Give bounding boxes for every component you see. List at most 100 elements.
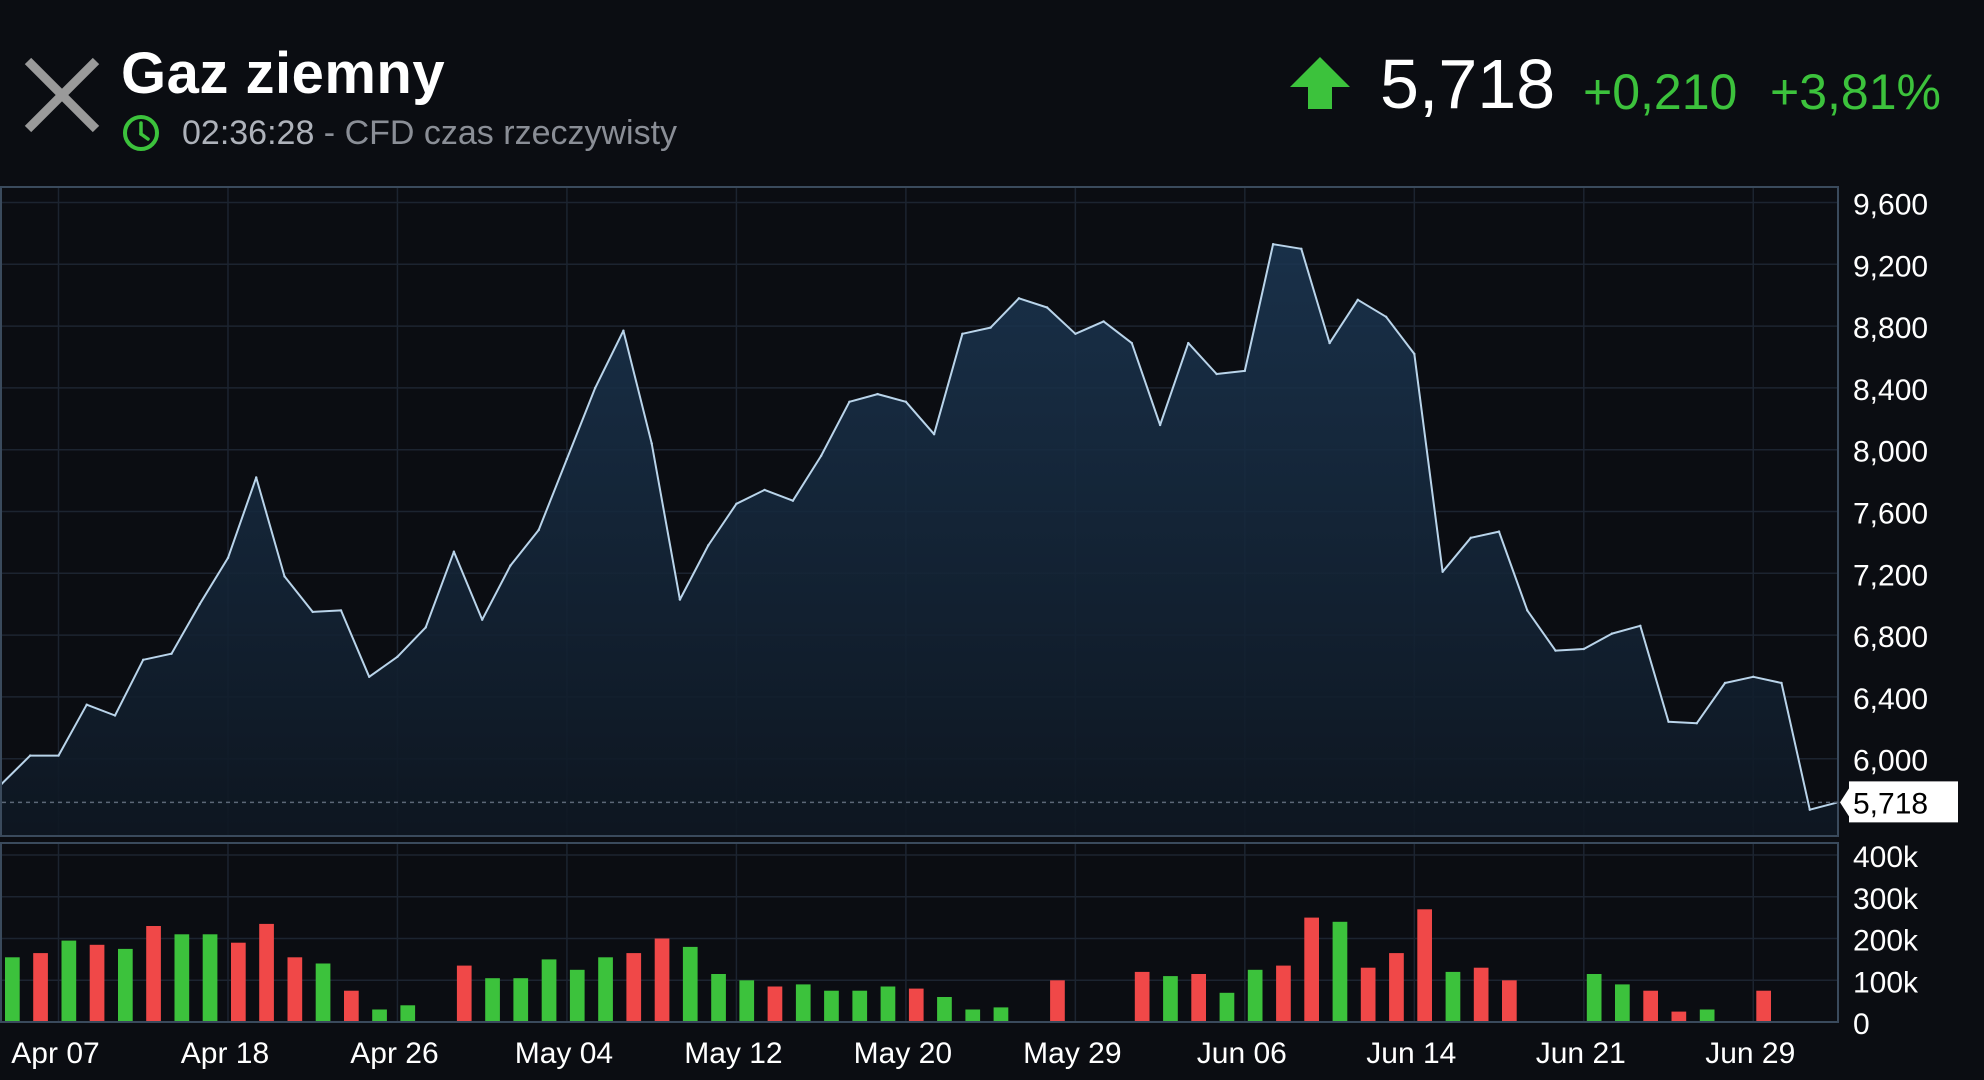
price-point xyxy=(565,457,569,461)
date-tick-label: Jun 21 xyxy=(1536,1037,1626,1070)
price-tick-label: 6,800 xyxy=(1853,621,1928,654)
volume-bar xyxy=(1304,917,1319,1022)
volume-bar xyxy=(1699,1009,1715,1022)
price-point xyxy=(1469,536,1473,539)
price-point xyxy=(1723,681,1727,685)
volume-bar xyxy=(711,974,726,1022)
price-point xyxy=(876,392,879,396)
volume-bar xyxy=(682,946,698,1022)
price-point xyxy=(1017,297,1021,300)
volume-bar xyxy=(908,988,924,1022)
arrow-up-icon xyxy=(1290,57,1350,109)
price-point xyxy=(452,550,456,553)
price-change-percent: +3,81% xyxy=(1770,64,1941,120)
price-tick-label: 7,200 xyxy=(1853,559,1928,592)
volume-tick-label: 0 xyxy=(1853,1008,1870,1041)
volume-bar xyxy=(824,990,839,1022)
date-tick-label: May 20 xyxy=(854,1037,952,1070)
chart-frame xyxy=(0,186,1839,1023)
volume-bar xyxy=(1671,1011,1687,1022)
date-tick-label: Jun 29 xyxy=(1705,1037,1795,1070)
price-point xyxy=(1130,341,1134,345)
price-point xyxy=(1639,624,1642,627)
last-price: 5,718 xyxy=(1380,45,1556,123)
date-tick-label: Apr 26 xyxy=(350,1037,438,1070)
volume-bar xyxy=(1445,971,1461,1022)
volume-bar xyxy=(739,980,755,1023)
price-point xyxy=(1384,315,1388,318)
volume-bar xyxy=(1473,967,1489,1022)
quote-subtitle: 02:36:28 - CFD czas rzeczywisty xyxy=(182,114,677,153)
price-point xyxy=(1243,369,1247,373)
date-tick-label: May 12 xyxy=(684,1037,782,1070)
clock-icon xyxy=(123,115,159,151)
instrument-title: Gaz ziemny xyxy=(121,41,446,106)
price-point xyxy=(1356,298,1360,301)
volume-bar xyxy=(1191,974,1206,1022)
volume-bar xyxy=(287,957,303,1022)
volume-bar xyxy=(1050,980,1065,1023)
price-point xyxy=(1413,352,1416,356)
date-tick-label: Jun 06 xyxy=(1197,1037,1287,1070)
volume-bar xyxy=(344,990,359,1022)
volume-bar xyxy=(965,1009,981,1022)
date-axis: Apr 07 Apr 18 Apr 26 May 04 May 12 May 20 May … xyxy=(11,1037,1795,1070)
price-point xyxy=(424,626,427,629)
volume-bar xyxy=(33,953,48,1022)
price-point xyxy=(735,502,738,505)
price-point xyxy=(1526,609,1529,612)
price-tick-label: 9,600 xyxy=(1853,188,1928,221)
price-tick-label: 6,400 xyxy=(1853,683,1928,716)
price-point xyxy=(396,655,399,658)
volume-tick-label: 100k xyxy=(1853,966,1919,999)
price-panel-border xyxy=(0,186,1839,837)
volume-bar xyxy=(541,959,557,1022)
volume-bar xyxy=(1615,984,1630,1022)
price-point xyxy=(1752,675,1755,678)
volume-bar xyxy=(1163,976,1178,1022)
price-point xyxy=(198,603,201,606)
close-button[interactable] xyxy=(22,55,102,135)
price-point xyxy=(1328,341,1331,345)
volume-bar xyxy=(400,1005,416,1022)
volume-bar xyxy=(767,986,783,1022)
volume-bar xyxy=(1756,990,1771,1022)
current-price-box xyxy=(1840,781,1958,823)
volume-bar xyxy=(231,942,246,1022)
price-point xyxy=(113,714,117,717)
volume-bar xyxy=(513,978,529,1022)
volume-bar xyxy=(259,923,274,1022)
volume-bar xyxy=(1276,965,1291,1022)
date-tick-label: May 29 xyxy=(1023,1037,1121,1070)
volume-bar xyxy=(1417,909,1432,1022)
volume-tick-label: 300k xyxy=(1853,883,1919,916)
date-tick-label: Apr 07 xyxy=(11,1037,99,1070)
volume-bar xyxy=(146,926,161,1022)
volume-bar xyxy=(5,957,20,1022)
price-point xyxy=(1808,808,1812,811)
volume-bar xyxy=(1586,974,1602,1022)
price-point xyxy=(142,658,145,661)
date-tick-label: May 04 xyxy=(515,1037,613,1070)
price-point xyxy=(1582,647,1586,651)
price-axis: 6,000 6,400 6,800 7,200 7,600 8,000 8,400 8,800… xyxy=(1853,188,1928,777)
volume-bars xyxy=(5,909,1771,1023)
price-point xyxy=(1158,423,1162,427)
price-point xyxy=(255,476,258,479)
price-area xyxy=(0,243,1840,836)
price-point xyxy=(594,386,597,390)
volume-panel-border xyxy=(0,842,1839,1023)
price-point xyxy=(311,610,314,614)
volume-bar xyxy=(598,957,613,1022)
price-point xyxy=(678,598,682,601)
price-point xyxy=(339,609,343,612)
price-point xyxy=(1497,530,1501,533)
price-point xyxy=(1441,570,1444,573)
volume-bar xyxy=(89,944,105,1022)
price-point xyxy=(622,329,625,332)
price-point xyxy=(368,675,371,678)
price-point xyxy=(989,326,992,329)
price-point xyxy=(932,433,936,436)
price-point xyxy=(85,703,88,706)
